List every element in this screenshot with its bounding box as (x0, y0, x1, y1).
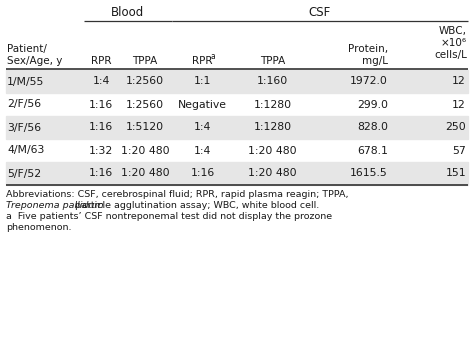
Text: phenomenon.: phenomenon. (6, 223, 72, 232)
Text: Negative: Negative (178, 100, 227, 109)
Text: 299.0: 299.0 (357, 100, 388, 109)
Text: 1:4: 1:4 (194, 146, 211, 155)
Text: 4/M/63: 4/M/63 (7, 146, 45, 155)
Bar (6, 116, 468, 139)
Text: a: a (210, 52, 215, 61)
Text: Abbreviations: CSF, cerebrospinal fluid; RPR, rapid plasma reagin; TPPA,: Abbreviations: CSF, cerebrospinal fluid;… (6, 190, 348, 199)
Text: 1:1: 1:1 (194, 76, 211, 87)
Text: 1:16: 1:16 (89, 168, 113, 178)
Text: 1:160: 1:160 (257, 76, 288, 87)
Text: 1:16: 1:16 (89, 100, 113, 109)
Text: a  Five patients’ CSF nontreponemal test did not display the prozone: a Five patients’ CSF nontreponemal test … (6, 212, 332, 221)
Bar (6, 70, 468, 93)
Text: 1:2560: 1:2560 (126, 76, 164, 87)
Text: 678.1: 678.1 (357, 146, 388, 155)
Bar (6, 162, 468, 185)
Text: 1:16: 1:16 (191, 168, 215, 178)
Text: 5/F/52: 5/F/52 (7, 168, 41, 178)
Text: 1:4: 1:4 (92, 76, 109, 87)
Text: 250: 250 (445, 122, 466, 133)
Text: 57: 57 (452, 146, 466, 155)
Text: Treponema pallidum: Treponema pallidum (6, 201, 104, 210)
Text: Protein,
mg/L: Protein, mg/L (348, 44, 388, 66)
Text: 1:5120: 1:5120 (126, 122, 164, 133)
Text: 1:20 480: 1:20 480 (121, 168, 169, 178)
Text: RPR: RPR (192, 56, 213, 66)
Text: Blood: Blood (111, 6, 145, 19)
Text: 828.0: 828.0 (357, 122, 388, 133)
Text: 1:20 480: 1:20 480 (248, 146, 297, 155)
Text: 3/F/56: 3/F/56 (7, 122, 41, 133)
Text: 1:16: 1:16 (89, 122, 113, 133)
Text: 1/M/55: 1/M/55 (7, 76, 45, 87)
Text: 1:1280: 1:1280 (254, 122, 292, 133)
Text: 1615.5: 1615.5 (350, 168, 388, 178)
Text: RPR: RPR (91, 56, 111, 66)
Text: 1972.0: 1972.0 (350, 76, 388, 87)
Text: TPPA: TPPA (260, 56, 285, 66)
Text: 1:2560: 1:2560 (126, 100, 164, 109)
Text: 2/F/56: 2/F/56 (7, 100, 41, 109)
Text: 12: 12 (452, 100, 466, 109)
Text: Patient/
Sex/Age, y: Patient/ Sex/Age, y (7, 44, 63, 66)
Text: 1:4: 1:4 (194, 122, 211, 133)
Text: WBC,
×10⁶
cells/L: WBC, ×10⁶ cells/L (434, 26, 467, 60)
Text: 1:1280: 1:1280 (254, 100, 292, 109)
Text: 12: 12 (452, 76, 466, 87)
Text: particle agglutination assay; WBC, white blood cell.: particle agglutination assay; WBC, white… (72, 201, 319, 210)
Text: CSF: CSF (309, 6, 331, 19)
Text: TPPA: TPPA (132, 56, 158, 66)
Text: 151: 151 (446, 168, 466, 178)
Text: 1:20 480: 1:20 480 (248, 168, 297, 178)
Text: 1:32: 1:32 (89, 146, 113, 155)
Text: 1:20 480: 1:20 480 (121, 146, 169, 155)
